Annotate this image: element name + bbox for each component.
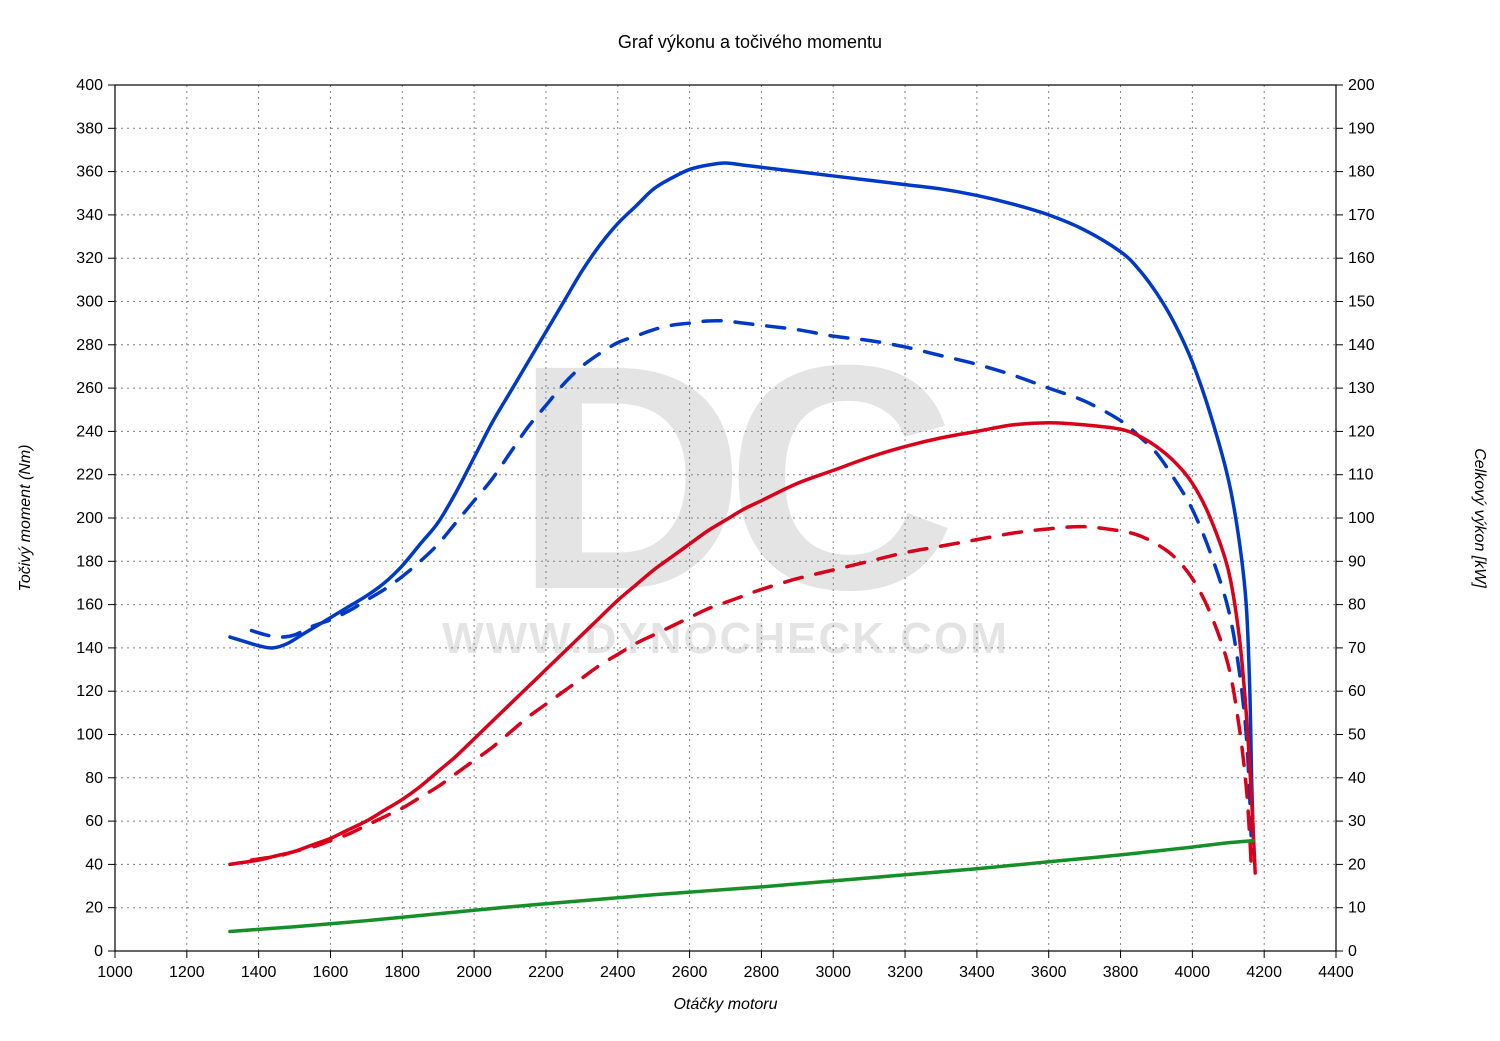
svg-text:1800: 1800 (384, 964, 420, 981)
svg-text:280: 280 (76, 337, 103, 354)
svg-text:150: 150 (1348, 294, 1375, 311)
svg-text:3600: 3600 (1031, 964, 1067, 981)
svg-text:2000: 2000 (456, 964, 492, 981)
svg-text:220: 220 (76, 467, 103, 484)
svg-text:30: 30 (1348, 813, 1366, 830)
svg-text:140: 140 (76, 640, 103, 657)
svg-text:1200: 1200 (169, 964, 205, 981)
svg-text:200: 200 (1348, 77, 1375, 94)
y-right-axis-label: Celkový výkon [kW] (1471, 448, 1488, 588)
svg-text:3000: 3000 (815, 964, 851, 981)
svg-text:20: 20 (85, 900, 103, 917)
svg-text:50: 50 (1348, 727, 1366, 744)
dyno-chart: DCWWW.DYNOCHECK.COM100012001400160018002… (0, 0, 1500, 1041)
svg-text:3400: 3400 (959, 964, 995, 981)
svg-text:10: 10 (1348, 900, 1366, 917)
svg-text:60: 60 (1348, 683, 1366, 700)
svg-text:40: 40 (85, 856, 103, 873)
svg-text:260: 260 (76, 380, 103, 397)
svg-text:1000: 1000 (97, 964, 133, 981)
svg-text:340: 340 (76, 207, 103, 224)
svg-text:80: 80 (1348, 597, 1366, 614)
svg-text:140: 140 (1348, 337, 1375, 354)
svg-text:180: 180 (1348, 164, 1375, 181)
svg-text:DC: DC (514, 298, 950, 656)
svg-text:2800: 2800 (744, 964, 780, 981)
svg-text:160: 160 (76, 597, 103, 614)
svg-text:2400: 2400 (600, 964, 636, 981)
svg-text:360: 360 (76, 164, 103, 181)
svg-text:3200: 3200 (887, 964, 923, 981)
svg-text:0: 0 (94, 943, 103, 960)
svg-text:1600: 1600 (313, 964, 349, 981)
svg-text:20: 20 (1348, 856, 1366, 873)
svg-text:4000: 4000 (1175, 964, 1211, 981)
svg-text:160: 160 (1348, 250, 1375, 267)
svg-text:4400: 4400 (1318, 964, 1354, 981)
svg-text:240: 240 (76, 423, 103, 440)
svg-text:180: 180 (76, 553, 103, 570)
svg-text:0: 0 (1348, 943, 1357, 960)
svg-text:40: 40 (1348, 770, 1366, 787)
svg-text:70: 70 (1348, 640, 1366, 657)
svg-text:2200: 2200 (528, 964, 564, 981)
svg-text:1400: 1400 (241, 964, 277, 981)
svg-text:4200: 4200 (1246, 964, 1282, 981)
svg-text:190: 190 (1348, 120, 1375, 137)
svg-text:80: 80 (85, 770, 103, 787)
svg-text:380: 380 (76, 120, 103, 137)
svg-text:120: 120 (1348, 423, 1375, 440)
svg-text:120: 120 (76, 683, 103, 700)
svg-text:110: 110 (1348, 467, 1374, 484)
svg-text:WWW.DYNOCHECK.COM: WWW.DYNOCHECK.COM (442, 614, 1009, 663)
svg-text:200: 200 (76, 510, 103, 527)
y-left-axis-label: Točivý moment (Nm) (17, 445, 34, 592)
svg-text:2600: 2600 (672, 964, 708, 981)
svg-text:90: 90 (1348, 553, 1366, 570)
svg-text:170: 170 (1348, 207, 1375, 224)
svg-text:400: 400 (76, 77, 103, 94)
svg-text:320: 320 (76, 250, 103, 267)
x-axis-label: Otáčky motoru (673, 996, 777, 1013)
svg-text:3800: 3800 (1103, 964, 1139, 981)
svg-text:60: 60 (85, 813, 103, 830)
svg-text:300: 300 (76, 294, 103, 311)
chart-title: Graf výkonu a točivého momentu (618, 32, 882, 52)
svg-text:130: 130 (1348, 380, 1375, 397)
svg-text:100: 100 (1348, 510, 1375, 527)
svg-text:100: 100 (76, 727, 103, 744)
